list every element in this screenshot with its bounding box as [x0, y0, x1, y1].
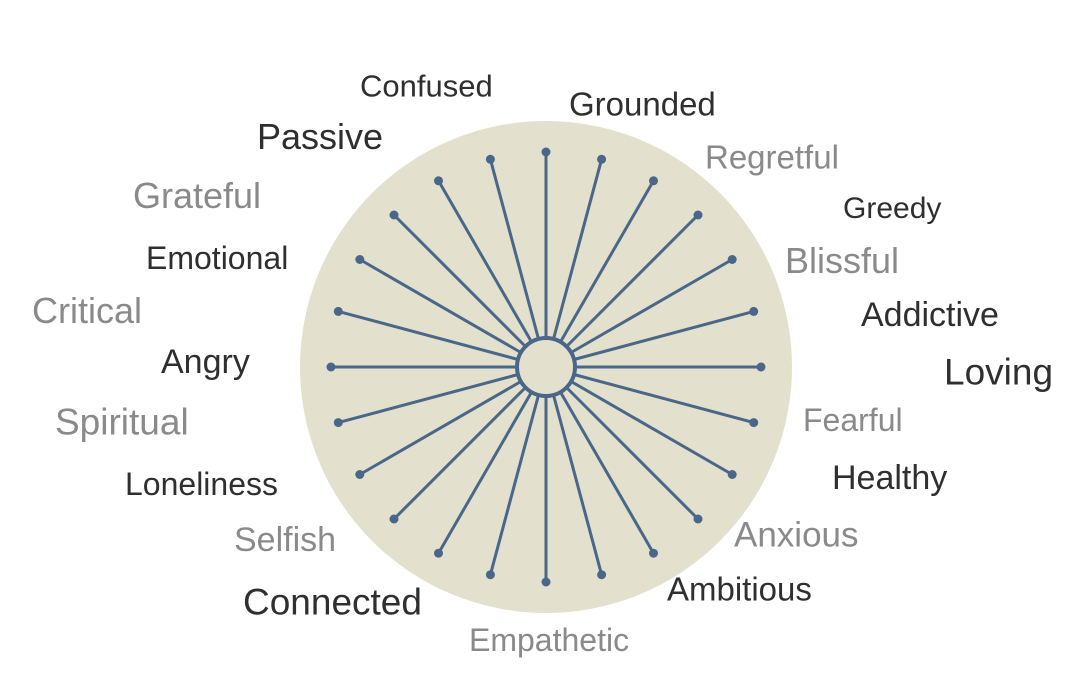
spoke-tip-dot: [597, 154, 607, 164]
spoke-tip-dot: [333, 306, 343, 316]
wheel-spoke: [359, 258, 522, 354]
wheel-spoke: [570, 258, 733, 354]
spoke-tip-dot: [389, 210, 399, 220]
wheel-spokes: [326, 147, 766, 587]
wheel-spoke: [488, 394, 540, 576]
word-empathetic: Empathetic: [469, 622, 630, 658]
word-loving: Loving: [944, 351, 1054, 393]
wheel-spoke: [437, 391, 533, 554]
spoke-tip-dot: [727, 255, 737, 264]
wheel-spoke: [552, 158, 604, 340]
wheel-spoke: [565, 386, 700, 521]
word-grounded: Grounded: [569, 85, 716, 123]
spoke-tip-dot: [434, 176, 443, 186]
wheel-spoke: [559, 391, 655, 554]
wheel-spoke: [488, 158, 540, 340]
wheel-spoke: [337, 373, 519, 425]
spoke-tip-dot: [355, 470, 365, 479]
word-greedy: Greedy: [843, 192, 942, 225]
spoke-tip-dot: [389, 514, 399, 524]
word-healthy: Healthy: [832, 459, 948, 497]
spoke-tip-dot: [756, 362, 766, 372]
spoke-tip-dot: [749, 418, 759, 428]
word-connected: Connected: [243, 581, 422, 623]
spoke-tip-dot: [693, 514, 703, 524]
word-addictive: Addictive: [861, 296, 999, 334]
wheel-spoke: [573, 309, 755, 361]
wheel-spoke: [559, 180, 655, 343]
spoke-tip-dot: [485, 154, 495, 164]
word-emotional: Emotional: [146, 240, 289, 276]
spoke-tip-dot: [333, 418, 343, 428]
wheel-spoke: [392, 213, 527, 348]
wheel-spoke: [392, 386, 527, 521]
word-loneliness: Loneliness: [125, 466, 278, 502]
spoke-tip-dot: [649, 548, 658, 558]
word-critical: Critical: [32, 290, 143, 331]
word-angry: Angry: [161, 343, 250, 381]
word-anxious: Anxious: [734, 515, 859, 555]
wheel-spoke: [337, 309, 519, 361]
spoke-tip-dot: [597, 570, 607, 580]
spoke-tip-dot: [541, 147, 551, 157]
spoke-tip-dot: [485, 570, 495, 580]
word-ambitious: Ambitious: [667, 570, 812, 608]
wheel-spoke: [359, 380, 522, 476]
spoke-tip-dot: [693, 210, 703, 220]
spoke-tip-dot: [727, 470, 737, 479]
spoke-tip-dot: [326, 362, 336, 372]
word-confused: Confused: [360, 68, 493, 104]
word-blissful: Blissful: [785, 240, 900, 281]
spoke-tip-dot: [541, 577, 551, 587]
wheel-hub: [515, 336, 577, 398]
spoke-tip-dot: [434, 548, 443, 558]
word-regretful: Regretful: [705, 138, 839, 176]
spoke-tip-dot: [355, 255, 365, 264]
word-fearful: Fearful: [803, 402, 903, 438]
word-selfish: Selfish: [234, 521, 337, 559]
wheel-spoke: [573, 373, 755, 425]
spoke-tip-dot: [749, 306, 759, 316]
word-passive: Passive: [257, 116, 384, 157]
wheel-spoke: [565, 213, 700, 348]
word-spiritual: Spiritual: [55, 401, 189, 443]
word-grateful: Grateful: [133, 175, 262, 216]
wheel-spoke: [570, 380, 733, 476]
wheel-spoke: [437, 180, 533, 343]
spoke-tip-dot: [649, 176, 658, 186]
wheel-spoke: [552, 394, 604, 576]
